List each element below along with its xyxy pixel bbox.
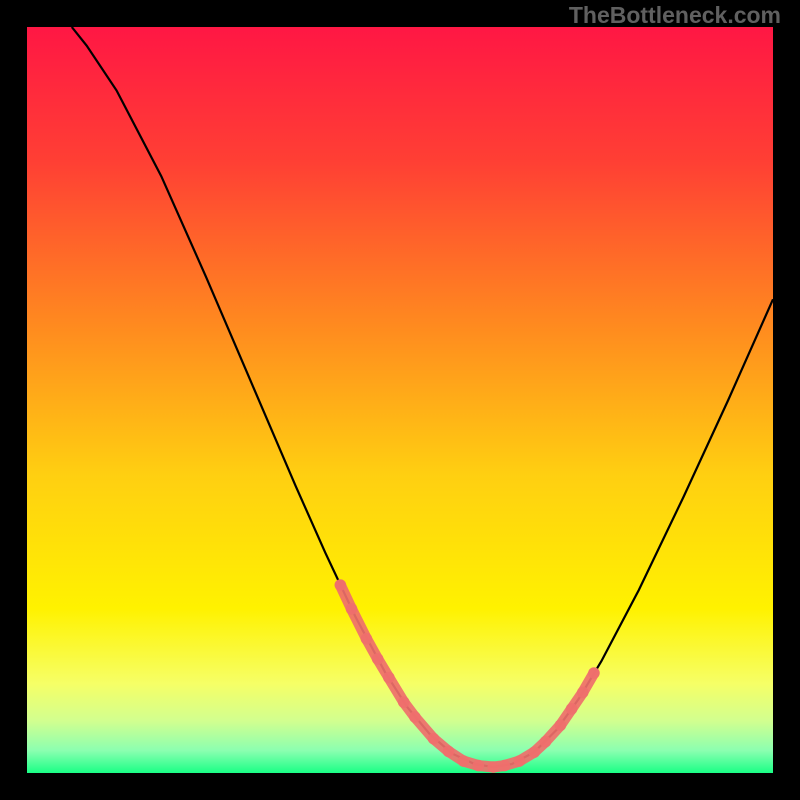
highlight-marker	[335, 579, 347, 591]
highlight-marker	[458, 755, 470, 767]
highlight-marker	[588, 667, 600, 679]
highlight-marker	[409, 711, 421, 723]
highlight-marker	[473, 760, 485, 772]
highlight-marker	[499, 760, 511, 772]
highlight-marker	[361, 633, 373, 645]
bottleneck-curve	[72, 27, 773, 767]
highlight-marker	[346, 603, 358, 615]
watermark-text: TheBottleneck.com	[569, 2, 781, 29]
highlight-band	[340, 585, 594, 767]
highlight-marker	[372, 653, 384, 665]
chart-plot-area	[27, 27, 773, 773]
highlight-marker	[383, 672, 395, 684]
highlight-marker	[428, 733, 440, 745]
highlight-marker	[443, 746, 455, 758]
highlight-marker	[540, 736, 552, 748]
chart-svg	[27, 27, 773, 773]
highlight-marker	[487, 761, 499, 773]
highlight-marker	[398, 696, 410, 708]
highlight-marker	[566, 703, 578, 715]
highlight-marker	[514, 755, 526, 767]
highlight-marker	[528, 746, 540, 758]
highlight-marker	[577, 687, 589, 699]
highlight-marker	[555, 719, 567, 731]
